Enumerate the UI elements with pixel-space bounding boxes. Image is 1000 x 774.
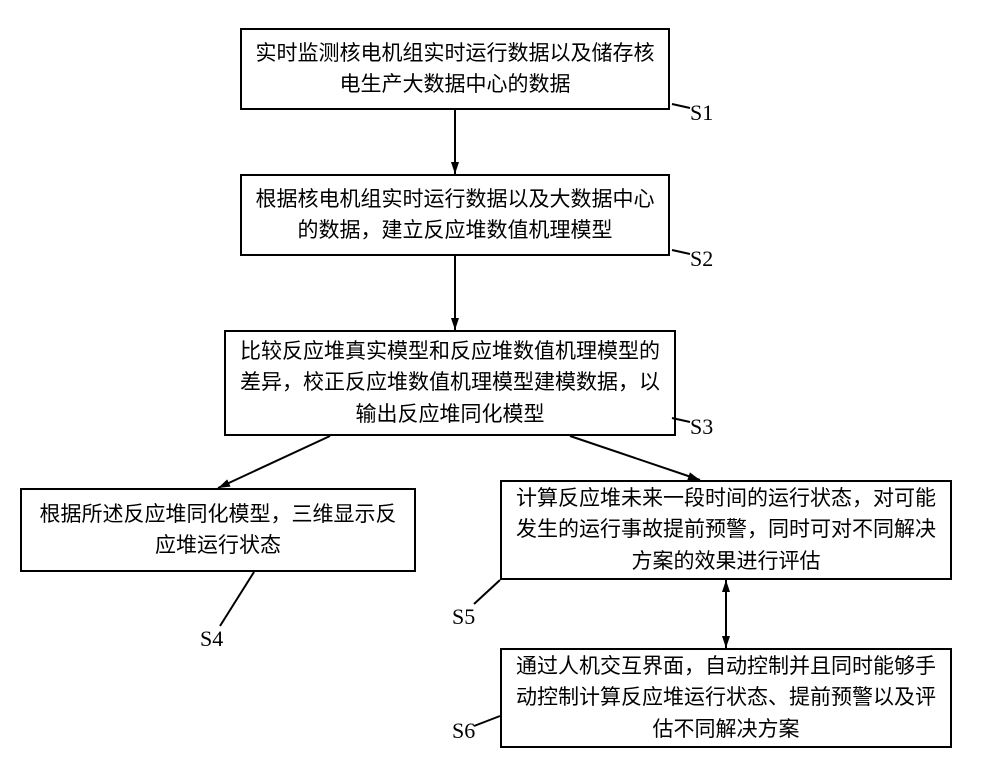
node-s6: 通过人机交互界面，自动控制并且同时能够手动控制计算反应堆运行状态、提前预警以及评… bbox=[500, 648, 952, 748]
step-label-s3: S3 bbox=[690, 414, 713, 440]
step-label-s1: S1 bbox=[690, 100, 713, 126]
step-label-s5: S5 bbox=[452, 604, 475, 630]
node-s1: 实时监测核电机组实时运行数据以及储存核电生产大数据中心的数据 bbox=[240, 28, 670, 110]
node-s1-text: 实时监测核电机组实时运行数据以及储存核电生产大数据中心的数据 bbox=[254, 38, 656, 101]
node-s2: 根据核电机组实时运行数据以及大数据中心的数据，建立反应堆数值机理模型 bbox=[240, 174, 670, 256]
node-s6-text: 通过人机交互界面，自动控制并且同时能够手动控制计算反应堆运行状态、提前预警以及评… bbox=[514, 651, 938, 746]
flowchart-canvas: 实时监测核电机组实时运行数据以及储存核电生产大数据中心的数据 根据核电机组实时运… bbox=[0, 0, 1000, 774]
step-label-s4: S4 bbox=[200, 626, 223, 652]
node-s4: 根据所述反应堆同化模型，三维显示反应堆运行状态 bbox=[20, 488, 416, 572]
node-s5-text: 计算反应堆未来一段时间的运行状态，对可能发生的运行事故提前预警，同时可对不同解决… bbox=[514, 483, 938, 578]
node-s2-text: 根据核电机组实时运行数据以及大数据中心的数据，建立反应堆数值机理模型 bbox=[254, 184, 656, 247]
step-label-s6: S6 bbox=[452, 718, 475, 744]
step-label-s2: S2 bbox=[690, 246, 713, 272]
node-s4-text: 根据所述反应堆同化模型，三维显示反应堆运行状态 bbox=[34, 499, 402, 562]
node-s3: 比较反应堆真实模型和反应堆数值机理模型的差异，校正反应堆数值机理模型建模数据，以… bbox=[224, 330, 676, 436]
node-s3-text: 比较反应堆真实模型和反应堆数值机理模型的差异，校正反应堆数值机理模型建模数据，以… bbox=[238, 336, 662, 431]
node-s5: 计算反应堆未来一段时间的运行状态，对可能发生的运行事故提前预警，同时可对不同解决… bbox=[500, 480, 952, 580]
